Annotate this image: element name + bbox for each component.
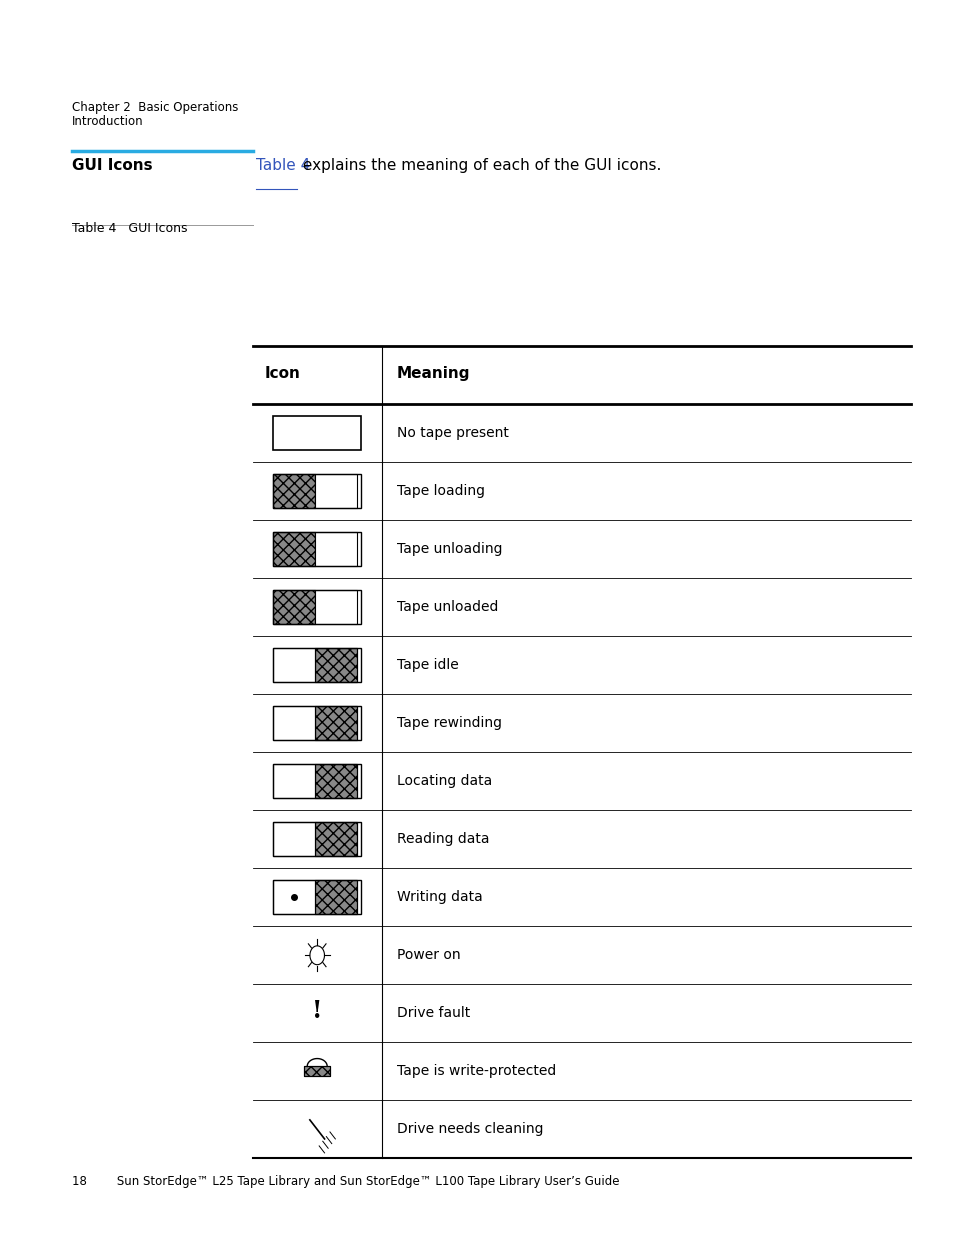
Text: Chapter 2  Basic Operations: Chapter 2 Basic Operations	[71, 100, 237, 114]
Bar	[274, 532, 360, 566]
Text: Tape unloaded: Tape unloaded	[396, 600, 497, 614]
Bar	[315, 532, 357, 566]
Bar	[274, 590, 315, 624]
Text: 18        Sun StorEdge™ L25 Tape Library and Sun StorEdge™ L100 Tape Library Use: 18 Sun StorEdge™ L25 Tape Library and Su…	[71, 1174, 618, 1188]
Bar	[274, 823, 360, 856]
Bar	[274, 474, 315, 508]
Text: explains the meaning of each of the GUI icons.: explains the meaning of each of the GUI …	[297, 158, 660, 173]
Bar	[274, 416, 360, 450]
Bar	[315, 881, 357, 914]
Bar	[315, 590, 357, 624]
Text: ►: ►	[291, 834, 298, 845]
Bar	[274, 881, 315, 914]
Text: Drive needs cleaning: Drive needs cleaning	[396, 1123, 543, 1136]
Text: Introduction: Introduction	[71, 115, 143, 128]
Text: Table 4   GUI Icons: Table 4 GUI Icons	[71, 221, 187, 235]
Text: Tape idle: Tape idle	[396, 658, 458, 672]
Bar	[315, 706, 357, 740]
Text: Tape unloading: Tape unloading	[396, 542, 502, 556]
Bar	[274, 532, 315, 566]
Text: GUI Icons: GUI Icons	[71, 158, 152, 173]
Bar	[274, 648, 360, 682]
Bar	[274, 823, 315, 856]
Bar	[274, 706, 360, 740]
Text: ◄◄: ◄◄	[287, 719, 301, 727]
Bar	[315, 648, 357, 682]
Text: Reading data: Reading data	[396, 832, 489, 846]
Text: Power on: Power on	[396, 948, 460, 962]
Bar	[315, 764, 357, 798]
Bar	[274, 590, 360, 624]
Bar	[315, 648, 357, 682]
Text: Locating data: Locating data	[396, 774, 492, 788]
Bar	[274, 590, 315, 624]
Text: Drive fault: Drive fault	[396, 1007, 470, 1020]
Bar	[315, 823, 357, 856]
Bar	[274, 764, 315, 798]
Text: Table 4: Table 4	[255, 158, 310, 173]
Bar	[274, 532, 315, 566]
Text: Writing data: Writing data	[396, 890, 482, 904]
Text: !: !	[312, 999, 322, 1023]
Bar	[274, 881, 360, 914]
Bar	[304, 1066, 330, 1077]
Bar	[274, 474, 360, 508]
Bar	[315, 823, 357, 856]
Bar	[274, 474, 315, 508]
Bar	[315, 764, 357, 798]
Bar	[315, 881, 357, 914]
Bar	[274, 706, 315, 740]
Text: Tape is write-protected: Tape is write-protected	[396, 1065, 556, 1078]
Bar	[304, 1066, 330, 1077]
Bar	[274, 648, 315, 682]
Bar	[315, 706, 357, 740]
Text: Tape rewinding: Tape rewinding	[396, 716, 501, 730]
Text: ►►: ►►	[287, 777, 301, 785]
Bar	[274, 764, 360, 798]
Text: Meaning: Meaning	[396, 366, 470, 382]
Bar	[315, 474, 357, 508]
Text: Icon: Icon	[264, 366, 300, 382]
Text: Tape loading: Tape loading	[396, 484, 484, 498]
Text: No tape present: No tape present	[396, 426, 508, 440]
